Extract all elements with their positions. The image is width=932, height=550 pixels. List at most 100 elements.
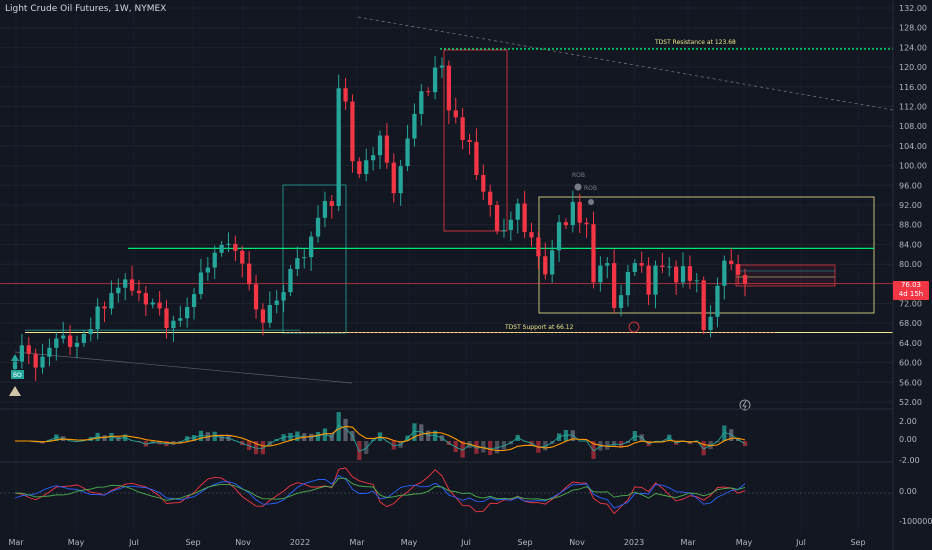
candle-body: [260, 309, 266, 323]
candle-body: [494, 205, 500, 231]
candle-body: [687, 266, 693, 281]
histogram-bar: [315, 431, 321, 441]
candle-body: [67, 335, 73, 347]
indicator2-green-line: [14, 477, 746, 501]
price-tick-label: 100.00: [899, 162, 927, 171]
bo-label: BO: [13, 372, 22, 379]
candle-body: [508, 219, 513, 231]
bo-triangle-icon: [9, 386, 21, 396]
candle-body: [61, 335, 66, 339]
candle-body: [439, 65, 445, 68]
candle-body: [701, 280, 706, 331]
candle-body: [322, 201, 328, 218]
candle-body: [460, 117, 465, 140]
candle-body: [288, 269, 293, 293]
candle-body: [95, 306, 100, 330]
td-box-green: [282, 184, 347, 334]
candle-body: [398, 166, 403, 194]
candle-body: [302, 257, 307, 259]
histogram-bar: [419, 424, 424, 441]
histogram-bar: [412, 423, 417, 441]
histogram-bar: [701, 441, 706, 456]
candle-body: [178, 318, 183, 321]
indicator-tick-label: 0.00: [899, 487, 917, 496]
indicator2-red-line: [14, 467, 746, 515]
lightning-icon[interactable]: [739, 399, 751, 411]
candle-body: [412, 113, 417, 139]
support-label: TDST Support at 66.12: [504, 324, 574, 331]
candle-body: [12, 361, 18, 370]
candle-body: [185, 306, 190, 319]
candle-body: [88, 329, 93, 335]
momentum-histogram: [33, 412, 748, 461]
price-tick-label: 56.00: [899, 378, 922, 387]
candle-body: [488, 191, 493, 205]
candle-body: [26, 345, 31, 354]
candle-body: [116, 287, 121, 294]
indicator-tick-label: -100000.00: [899, 517, 932, 526]
candle-body: [129, 279, 135, 291]
candle-body: [667, 266, 672, 268]
candle-body: [150, 302, 155, 305]
candle-body: [212, 252, 217, 268]
candle-body: [191, 294, 197, 307]
candle-body: [377, 135, 383, 156]
time-tick-label: Mar: [8, 538, 24, 547]
candle-body: [157, 302, 162, 309]
candle-body: [247, 263, 252, 285]
candle-body: [481, 174, 486, 192]
histogram-bar: [474, 441, 479, 454]
histogram-bar: [605, 441, 610, 450]
candle-body: [591, 224, 596, 283]
time-tick-label: Nov: [235, 538, 251, 547]
candle-body: [708, 316, 713, 331]
candle-body: [529, 232, 534, 238]
candle-body: [680, 266, 686, 283]
candle-body: [563, 222, 569, 226]
candle-body: [350, 101, 355, 162]
histogram-bar: [722, 425, 727, 441]
rob-marker-1: [574, 183, 582, 191]
candle-body: [343, 88, 348, 102]
candle-body: [315, 217, 321, 237]
candle-body: [357, 161, 362, 174]
indicator2-blue-line: [14, 474, 746, 509]
candle-body: [253, 284, 259, 310]
price-tick-label: 88.00: [899, 221, 922, 230]
candle-body: [570, 202, 575, 226]
candle-body: [370, 155, 376, 161]
price-tick-label: 108.00: [899, 122, 927, 131]
price-axis[interactable]: 132.00 128.00 124.00 120.00 116.00 112.00 108.…: [899, 4, 927, 407]
candle-body: [419, 91, 424, 114]
time-axis[interactable]: Mar May Jul Sep Nov 2022 Mar May Jul Sep Nov 2023 Ma…: [8, 538, 865, 547]
price-tick-label: 52.00: [899, 398, 922, 407]
histogram-bar: [481, 441, 486, 453]
bo-arrow-icon: [11, 354, 19, 361]
histogram-bar: [336, 412, 341, 441]
candle-body: [653, 265, 658, 295]
candle-body: [33, 353, 38, 368]
candle-body: [295, 258, 300, 270]
histogram-bar: [494, 441, 500, 454]
histogram-bar: [295, 431, 300, 441]
candle-body: [646, 265, 651, 295]
oscillator-orange-line: [15, 425, 746, 452]
indicator-tick-label: 2.00: [899, 417, 917, 426]
price-tick-label: 104.00: [899, 142, 927, 151]
candle-body: [329, 201, 334, 206]
candle-body: [584, 222, 589, 225]
time-tick-label: Nov: [569, 538, 585, 547]
trendline-lower: [14, 351, 353, 384]
candle-body: [722, 260, 727, 286]
histogram-bar: [260, 441, 266, 455]
candle-body: [742, 274, 748, 284]
bar-countdown: 4d 15h: [898, 290, 924, 298]
candle-body: [639, 263, 644, 266]
oscillator-green-line: [15, 424, 746, 453]
price-tick-label: 84.00: [899, 240, 922, 249]
candle-body: [536, 237, 541, 257]
candle-body: [198, 272, 204, 295]
candle-body: [577, 202, 582, 223]
histogram-bar: [563, 430, 569, 441]
